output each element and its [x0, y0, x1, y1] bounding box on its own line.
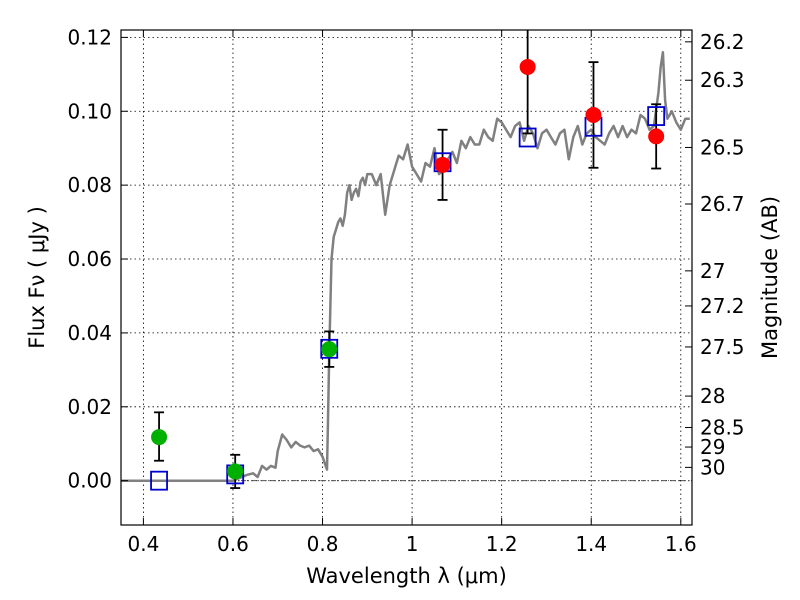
x-tick-label: 0.8 — [307, 532, 339, 556]
plot-frame — [120, 29, 693, 526]
x-tick-label: 1.2 — [486, 532, 518, 556]
magnitude-tick-label: 26.3 — [700, 68, 745, 92]
observed-flux-point — [648, 128, 665, 145]
magnitude-tick-label: 28.5 — [700, 415, 745, 439]
y-axis-label: Flux Fν ( μJy ) — [25, 206, 49, 349]
observed-flux-point — [585, 106, 602, 123]
x-tick-label: 0.6 — [217, 532, 249, 556]
magnitude-tick-label: 26.5 — [700, 135, 745, 159]
observed-flux-point — [227, 463, 244, 480]
y-tick-label: 0.02 — [67, 395, 112, 419]
observed-photometry-points — [151, 58, 665, 480]
x-tick-labels: 0.4 0.6 0.8 1 1.2 1.4 1.6 — [127, 532, 696, 556]
y-tick-label: 0.08 — [67, 173, 112, 197]
magnitude-tick-label: 27 — [700, 259, 725, 283]
y-tick-label: 0.04 — [67, 321, 112, 345]
axis-ticks — [121, 30, 692, 525]
observed-flux-point — [519, 58, 536, 75]
y-tick-label: 0.10 — [67, 99, 112, 123]
magnitude-tick-label: 26.2 — [700, 30, 745, 54]
model-flux-square — [647, 106, 666, 126]
magnitude-tick-label: 29 — [700, 435, 725, 459]
model-photometry-squares — [150, 106, 666, 491]
x-tick-label: 1.4 — [575, 532, 607, 556]
model-flux-square — [320, 338, 339, 359]
x-tick-label: 1.6 — [665, 532, 697, 556]
y2-axis-label: Magnitude (AB) — [758, 196, 782, 359]
x-tick-label: 1 — [406, 532, 419, 556]
model-flux-square — [150, 470, 168, 491]
model-spectrum — [121, 50, 690, 482]
magnitude-tick-label: 27.5 — [700, 335, 745, 359]
magnitude-tick-label: 28 — [700, 384, 725, 408]
model-spectrum-line — [121, 50, 690, 482]
y-tick-label: 0.06 — [67, 247, 112, 271]
y-tick-label: 0.00 — [67, 469, 112, 493]
magnitude-tick-label: 27.2 — [700, 294, 745, 318]
observed-flux-point — [321, 341, 338, 358]
observed-flux-point — [434, 156, 451, 173]
x-tick-label: 0.4 — [127, 532, 159, 556]
y-tick-labels: 0.00 0.02 0.04 0.06 0.08 0.10 0.12 — [67, 25, 112, 492]
magnitude-tick-label: 26.7 — [700, 192, 745, 216]
magnitude-tick-label: 30 — [700, 455, 725, 479]
grid-lines — [121, 30, 692, 525]
model-flux-square — [518, 127, 537, 148]
y-tick-label: 0.12 — [67, 25, 112, 49]
observed-flux-point — [151, 429, 168, 446]
x-axis-label: Wavelength λ (μm) — [306, 564, 507, 588]
